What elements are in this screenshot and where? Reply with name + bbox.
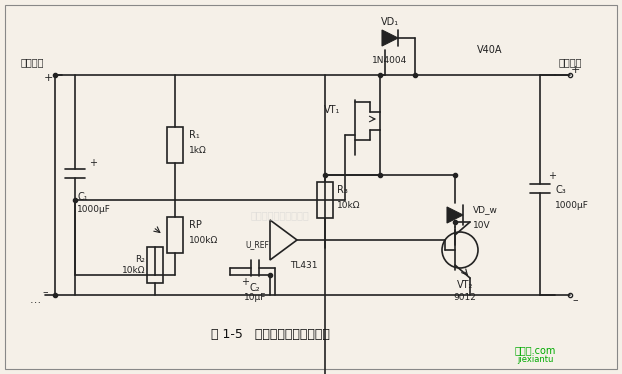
Text: 100kΩ: 100kΩ bbox=[189, 236, 218, 245]
Text: 9012: 9012 bbox=[453, 292, 476, 301]
Text: +: + bbox=[241, 277, 249, 287]
Text: +: + bbox=[548, 171, 556, 181]
Text: jiexiantu: jiexiantu bbox=[517, 356, 553, 365]
Text: C₁: C₁ bbox=[77, 192, 88, 202]
Text: 10μF: 10μF bbox=[244, 294, 266, 303]
Polygon shape bbox=[447, 207, 463, 223]
Text: –: – bbox=[42, 287, 48, 297]
Text: 图 1-5   精密线性稳压电源电路: 图 1-5 精密线性稳压电源电路 bbox=[211, 328, 330, 341]
Text: 10V: 10V bbox=[473, 221, 491, 230]
Text: +: + bbox=[570, 65, 580, 75]
Text: 输出电压: 输出电压 bbox=[559, 57, 582, 67]
Text: C₂: C₂ bbox=[249, 283, 261, 293]
Text: +: + bbox=[44, 73, 53, 83]
Bar bbox=[167, 217, 183, 253]
Text: …: … bbox=[29, 295, 40, 305]
Bar bbox=[317, 182, 333, 218]
Text: 1kΩ: 1kΩ bbox=[189, 145, 207, 154]
Bar bbox=[147, 247, 163, 283]
Text: 1N4004: 1N4004 bbox=[373, 55, 407, 64]
Text: TL431: TL431 bbox=[290, 261, 317, 270]
Polygon shape bbox=[382, 30, 398, 46]
Text: R₂
10kΩ: R₂ 10kΩ bbox=[121, 255, 145, 275]
Text: V40A: V40A bbox=[477, 45, 503, 55]
Text: 1000μF: 1000μF bbox=[555, 200, 589, 209]
Text: VT₁: VT₁ bbox=[323, 105, 340, 115]
Text: VD₁: VD₁ bbox=[381, 17, 399, 27]
Text: 输入电压: 输入电压 bbox=[21, 57, 44, 67]
Text: VD_w: VD_w bbox=[473, 205, 498, 215]
Text: 10kΩ: 10kΩ bbox=[337, 200, 361, 209]
Text: –: – bbox=[572, 295, 578, 305]
Text: +: + bbox=[89, 158, 97, 168]
Text: U_REF: U_REF bbox=[245, 240, 269, 249]
Text: 接线图.com: 接线图.com bbox=[514, 345, 555, 355]
Text: R₁: R₁ bbox=[189, 130, 200, 140]
Text: VT₂: VT₂ bbox=[457, 280, 473, 290]
Text: 杭州络睿科技有限公司: 杭州络睿科技有限公司 bbox=[251, 210, 309, 220]
Text: RP: RP bbox=[189, 220, 202, 230]
Text: R₃: R₃ bbox=[337, 185, 348, 195]
Bar bbox=[167, 127, 183, 163]
Text: 1000μF: 1000μF bbox=[77, 205, 111, 214]
Text: C₃: C₃ bbox=[555, 185, 566, 195]
